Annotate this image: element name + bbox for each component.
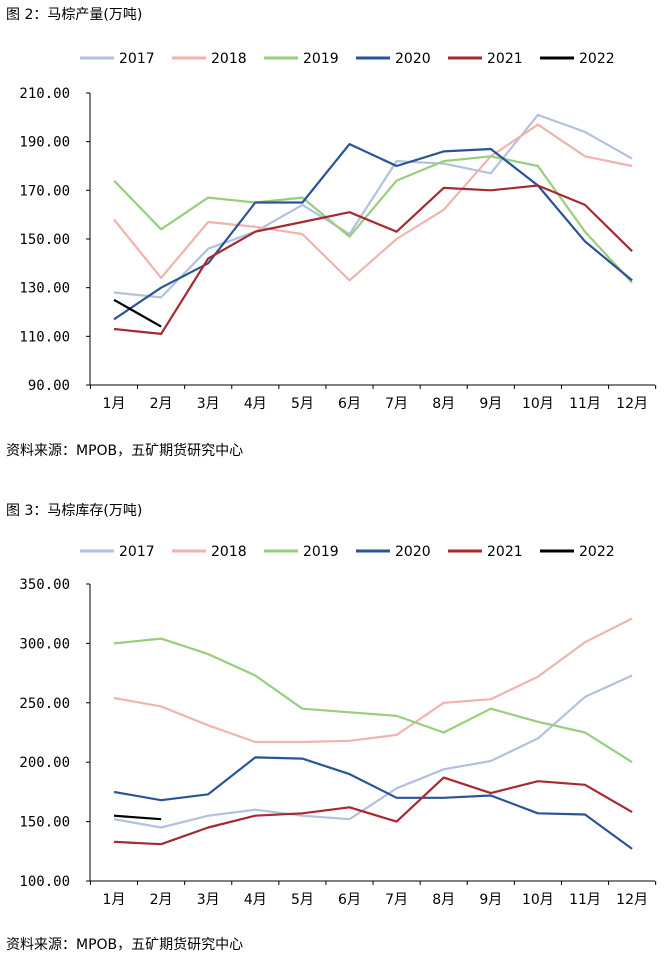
x-tick-label: 8月 [432,396,455,412]
x-tick-label: 4月 [244,396,267,412]
x-tick-label: 8月 [432,892,455,908]
series-line-2019 [113,155,633,284]
y-tick-label: 170.00 [19,183,70,199]
x-tick-label: 11月 [569,396,601,412]
series-line-2021 [113,776,633,846]
x-tick-label: 6月 [338,892,361,908]
production-line-chart: 2017 2018 2019 2020 2021 2022 210.00 190.00 170.… [19,51,657,412]
series-line-2022 [113,814,162,821]
legend-label-2018: 2018 [211,544,247,560]
figure-title: 图 3：马棕库存(万吨) [6,503,143,519]
legend-label-2019: 2019 [303,544,339,560]
series-line-2021 [113,184,633,335]
y-tick-label: 110.00 [19,329,70,345]
x-tick-label: 9月 [479,396,502,412]
legend-label-2017: 2017 [119,544,155,560]
x-tick-label: 11月 [569,892,601,908]
source-note: 资料来源：MPOB，五矿期货研究中心 [6,937,244,953]
x-tick-label: 10月 [522,892,554,908]
y-tick-label: 300.00 [19,636,70,652]
legend-label-2020: 2020 [395,544,431,560]
y-tick-label: 350.00 [19,577,70,593]
x-tick-label: 9月 [479,892,502,908]
x-tick-label: 4月 [244,892,267,908]
x-tick-label: 10月 [522,396,554,412]
y-tick-label: 200.00 [19,755,70,771]
x-tick-label: 3月 [197,396,220,412]
y-tick-label: 150.00 [19,232,70,248]
x-tick-label: 1月 [103,892,126,908]
x-tick-label: 2月 [150,892,173,908]
x-tick-label: 5月 [291,892,314,908]
legend-label-2017: 2017 [119,51,155,67]
series-line-2018 [113,123,633,282]
x-tick-label: 12月 [616,396,648,412]
legend-label-2022: 2022 [579,544,615,560]
x-tick-label: 6月 [338,396,361,412]
series-line-2020 [113,756,633,850]
x-tick-label: 7月 [385,396,408,412]
series-line-2020 [113,142,633,321]
legend-label-2020: 2020 [395,51,431,67]
x-tick-label: 7月 [385,892,408,908]
x-tick-label: 12月 [616,892,648,908]
legend-label-2019: 2019 [303,51,339,67]
series-line-2017 [113,674,633,829]
x-tick-label: 2月 [150,396,173,412]
legend-label-2021: 2021 [487,544,523,560]
legend-label-2021: 2021 [487,51,523,67]
inventory-line-chart: 2017 2018 2019 2020 2021 2022 350.00 300.00 250.… [19,544,657,908]
y-tick-label: 210.00 [19,86,70,102]
y-tick-label: 100.00 [19,874,70,890]
y-tick-label: 250.00 [19,696,70,712]
source-note: 资料来源：MPOB，五矿期货研究中心 [6,443,244,459]
figure-title: 图 2：马棕产量(万吨) [6,7,143,23]
y-tick-label: 90.00 [28,378,70,394]
series-line-2017 [113,113,633,299]
x-tick-label: 3月 [197,892,220,908]
x-tick-label: 1月 [103,396,126,412]
x-tick-label: 5月 [291,396,314,412]
legend-label-2018: 2018 [211,51,247,67]
series-line-2018 [113,617,633,744]
series-line-2022 [113,298,162,328]
legend-label-2022: 2022 [579,51,615,67]
y-tick-label: 190.00 [19,135,70,151]
series-line-2019 [113,637,633,764]
y-tick-label: 150.00 [19,815,70,831]
y-tick-label: 130.00 [19,281,70,297]
